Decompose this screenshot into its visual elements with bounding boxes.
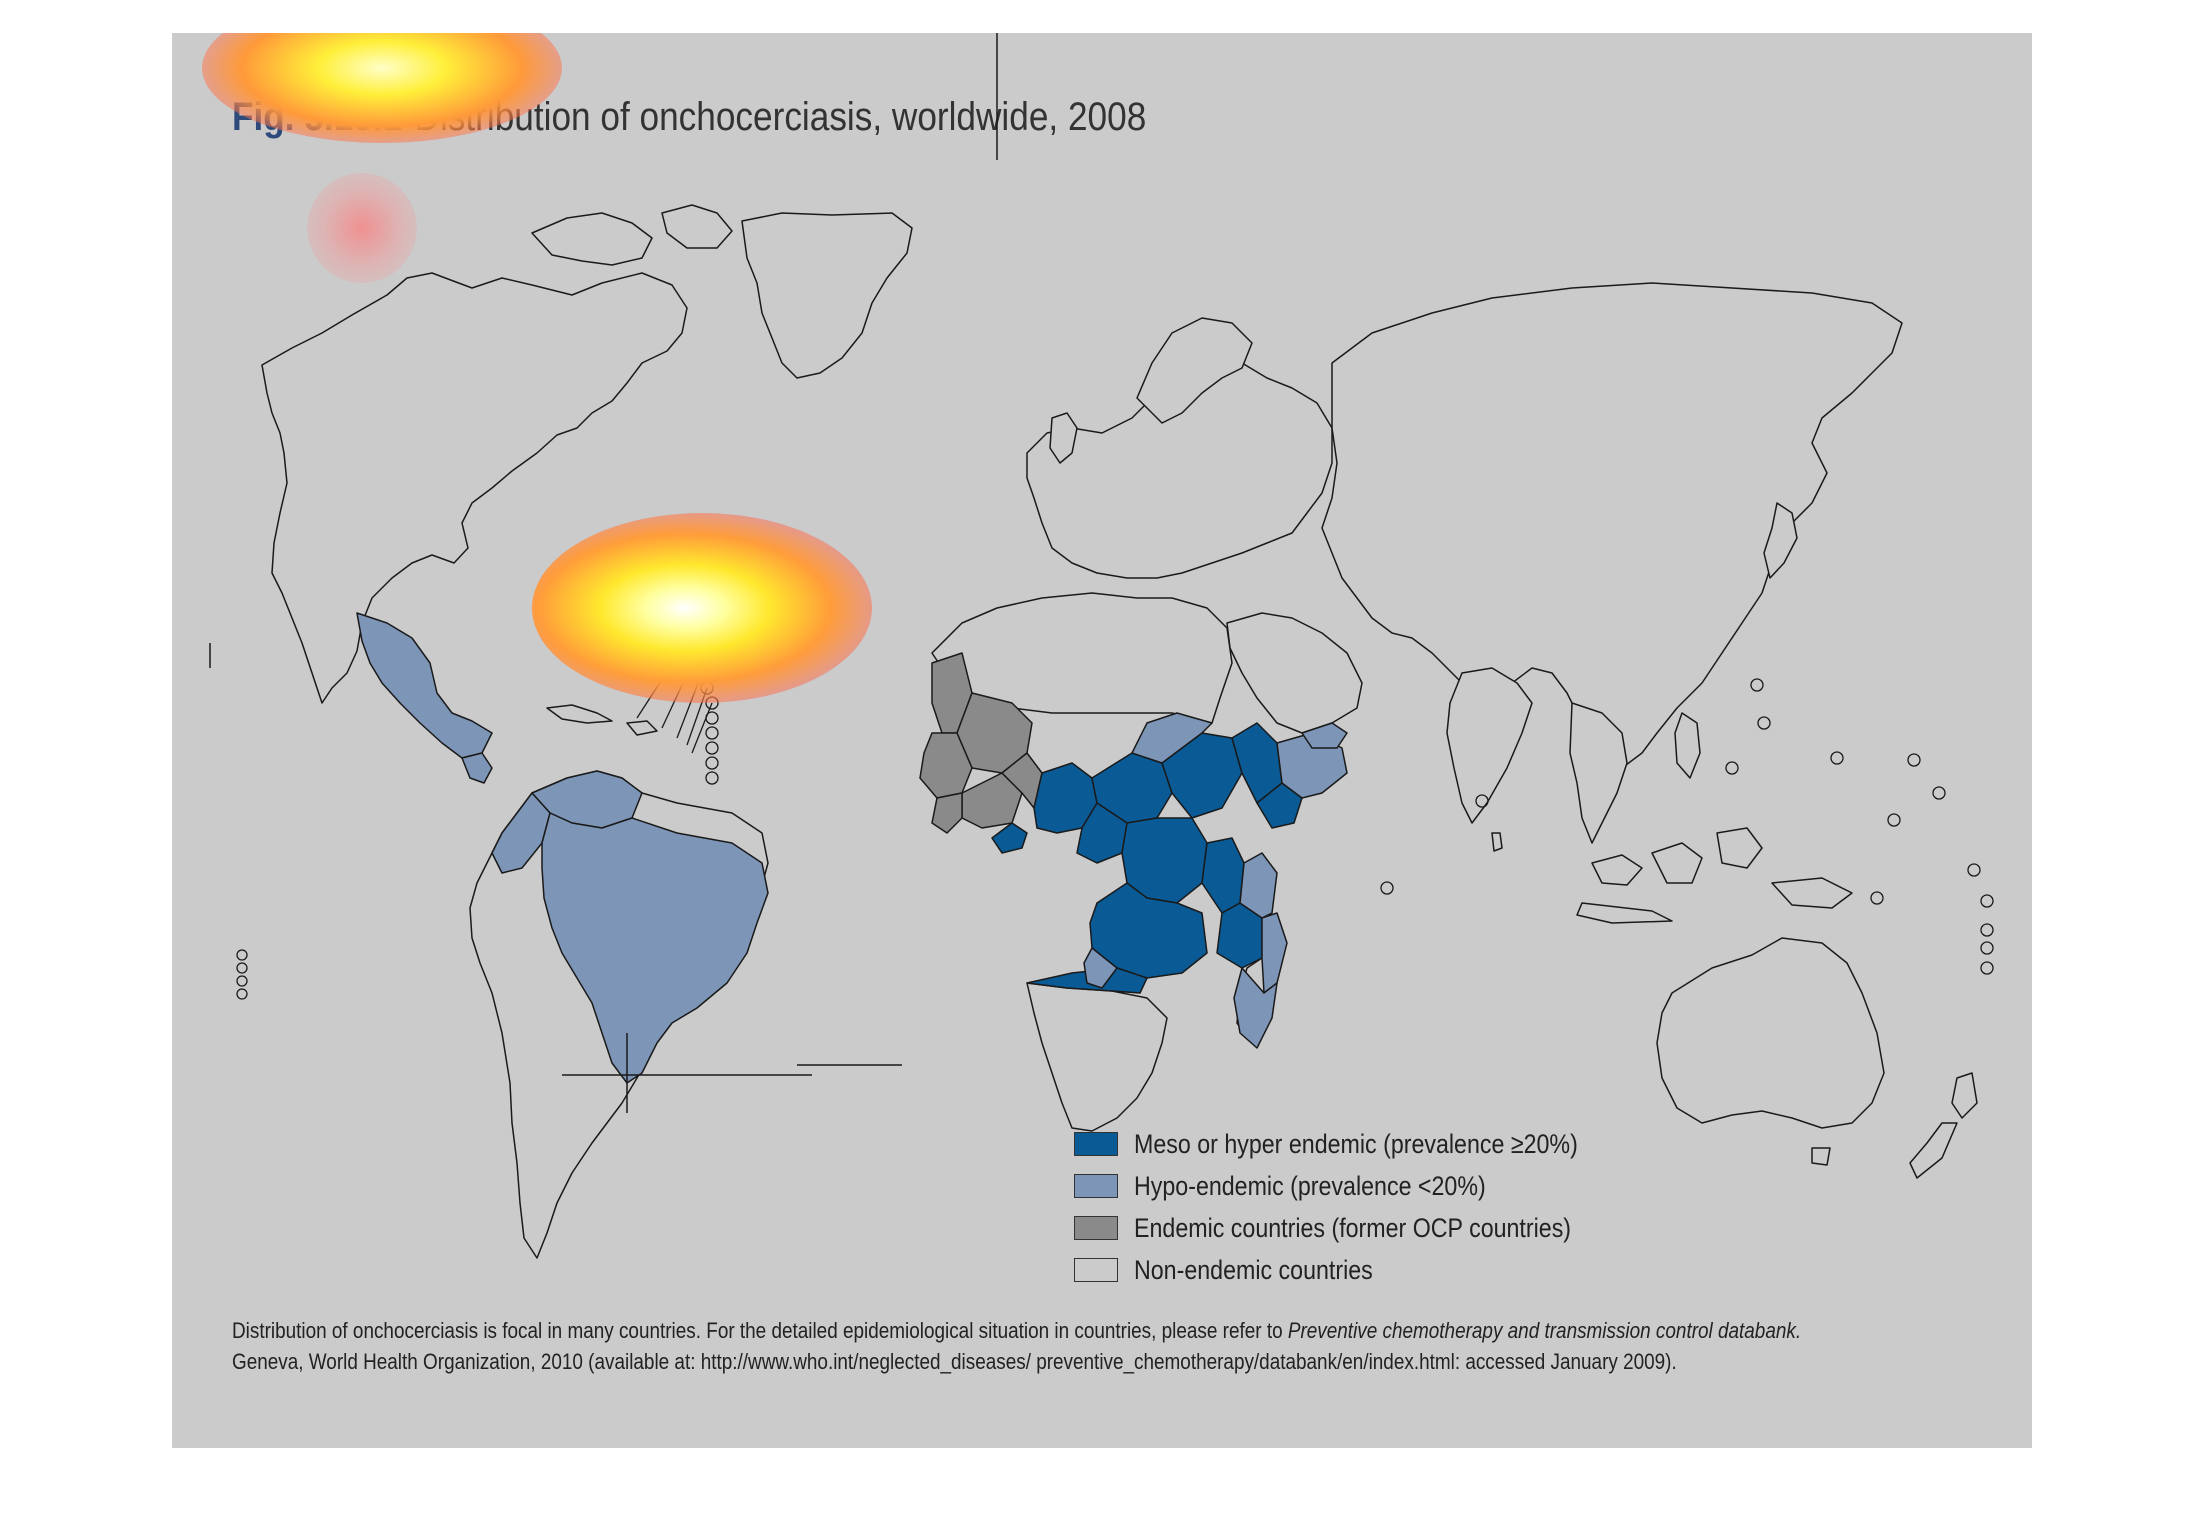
legend-swatch-ocp: [1074, 1216, 1118, 1240]
hypo-mozambique: [1233, 967, 1278, 1049]
indonesia-island-2: [1651, 842, 1703, 884]
legend-label-meso: Meso or hyper endemic (prevalence ≥20%): [1134, 1128, 1578, 1159]
arabia-land: [1226, 612, 1363, 734]
footnote-text-after: Geneva, World Health Organization, 2010 …: [232, 1349, 1677, 1374]
figure-panel: Fig. 5.15.1 Distribution of onchocerciasi…: [172, 33, 2032, 1448]
philippines-land: [1674, 712, 1701, 779]
caribbean-callouts: [636, 626, 719, 785]
southern-africa-land: [1026, 982, 1168, 1132]
sri-lanka-land: [1491, 832, 1503, 852]
arctic-islands-2: [661, 204, 733, 249]
meso-country-8: [1201, 837, 1245, 914]
legend-row-hypo: Hypo-endemic (prevalence <20%): [1074, 1165, 1650, 1207]
legend-label-ocp: Endemic countries (former OCP countries): [1134, 1212, 1572, 1243]
hypo-angola: [1083, 947, 1118, 989]
footnote-text-before: Distribution of onchocerciasis is focal …: [232, 1318, 1288, 1343]
asia-land: [1321, 282, 1903, 769]
cuba-land: [546, 704, 613, 724]
arctic-islands: [531, 212, 653, 266]
new-zealand-south: [1909, 1122, 1958, 1179]
legend-swatch-meso: [1074, 1132, 1118, 1156]
figure-footnote: Distribution of onchocerciasis is focal …: [232, 1315, 1969, 1377]
hypo-sudan: [1131, 712, 1213, 764]
hypo-region: [356, 612, 1348, 1084]
north-america-land: [261, 272, 688, 704]
indonesia-island-3: [1716, 827, 1763, 869]
legend-row-meso: Meso or hyper endemic (prevalence ≥20%): [1074, 1123, 1650, 1165]
scandinavia-land: [1136, 317, 1253, 424]
meso-country-3: [1161, 732, 1243, 819]
tasmania-land: [1811, 1147, 1831, 1166]
meso-country-9: [1089, 882, 1208, 979]
southeast-asia-land: [1569, 702, 1628, 844]
non-endemic-land: [261, 204, 1978, 1259]
legend-row-ocp: Endemic countries (former OCP countries): [1074, 1207, 1650, 1249]
legend-row-non-endemic: Non-endemic countries: [1074, 1249, 1650, 1291]
legend-swatch-non-endemic: [1074, 1258, 1118, 1282]
indonesia-island-1: [1591, 854, 1643, 886]
uk-land: [1049, 412, 1078, 464]
hypo-yemen: [1301, 722, 1348, 749]
footnote-italic: Preventive chemotherapy and transmission…: [1287, 1318, 1802, 1343]
japan-land: [1763, 502, 1798, 579]
hypo-east-africa-2: [1261, 912, 1288, 994]
world-map: [209, 33, 1994, 1259]
legend-label-hypo: Hypo-endemic (prevalence <20%): [1134, 1170, 1486, 1201]
hypo-brazil: [541, 812, 769, 1084]
legend-label-non-endemic: Non-endemic countries: [1134, 1254, 1373, 1285]
java-island: [1576, 902, 1673, 924]
hispaniola-land: [626, 720, 658, 736]
australia-land: [1656, 937, 1885, 1129]
meso-country-12: [991, 822, 1028, 854]
hypo-central-america: [461, 752, 493, 784]
map-legend: Meso or hyper endemic (prevalence ≥20%) …: [1074, 1123, 1650, 1291]
indonesia-island-4: [1771, 877, 1853, 909]
greenland-land: [741, 212, 913, 379]
pacific-islands: [236, 678, 1994, 1000]
ocp-country-5: [931, 792, 963, 834]
legend-swatch-hypo: [1074, 1174, 1118, 1198]
loose-lines: [209, 33, 998, 1113]
former-ocp-region: [919, 652, 1043, 834]
new-zealand-north: [1951, 1072, 1978, 1119]
meso-country-5: [1256, 782, 1303, 829]
hypo-mexico: [356, 612, 493, 759]
india-land: [1446, 667, 1533, 824]
